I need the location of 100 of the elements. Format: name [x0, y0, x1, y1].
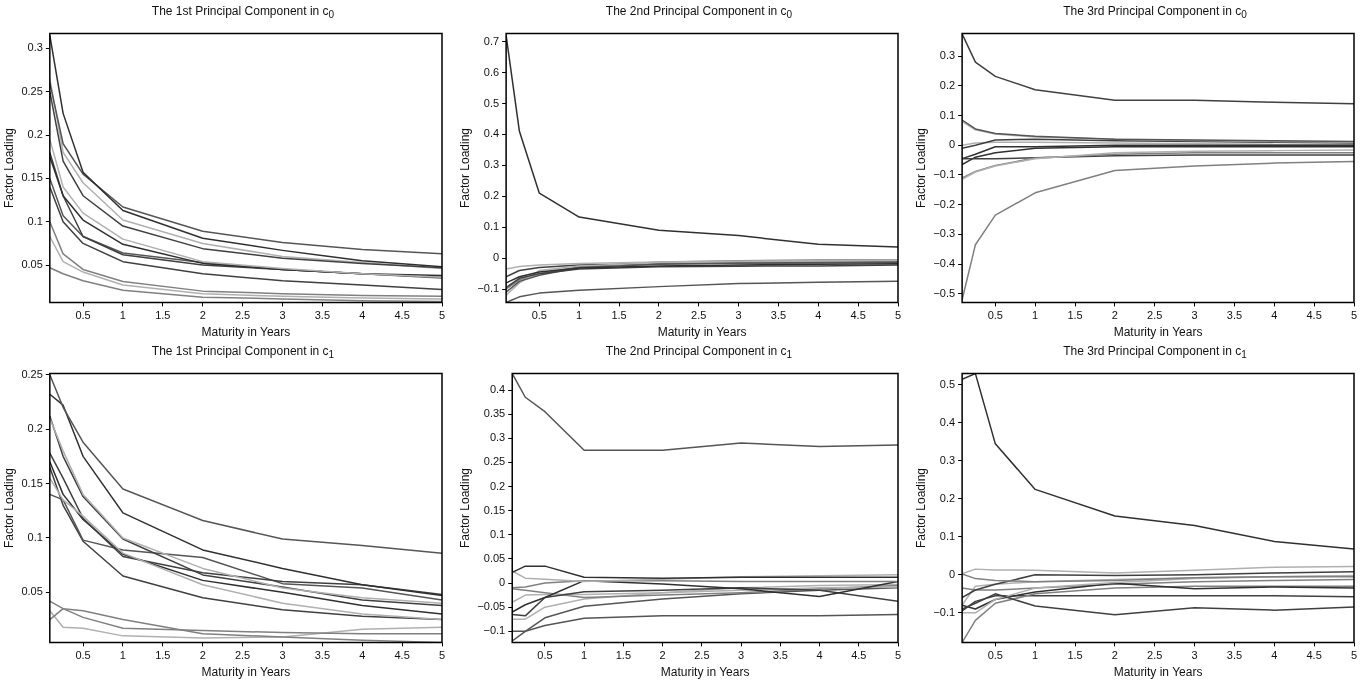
y-tick-label: −0.3 [933, 227, 956, 240]
x-tick-label: 3.5 [770, 309, 787, 322]
x-tick-label: 4.5 [851, 649, 867, 662]
chart-title: The 2nd Principal Component in c$_{1}$ [604, 343, 794, 363]
x-tick-label: 4 [359, 309, 366, 322]
x-axis-title: Maturity in Years [657, 325, 747, 340]
y-tick-label: 0.3 [939, 453, 956, 466]
x-tick-label: 5 [1350, 649, 1358, 662]
x-tick-label: 4.5 [394, 649, 410, 662]
x-tick-label: 4 [359, 649, 366, 662]
chart-title: The 1st Principal Component in c$_{1}$ [150, 343, 336, 363]
y-tick-label: −0.1 [483, 624, 506, 637]
x-tick-label: 2 [1111, 309, 1118, 322]
x-tick-label: 3 [1191, 649, 1198, 662]
x-tick-label: 4 [815, 309, 822, 322]
y-tick-label: 0.3 [939, 49, 956, 62]
x-tick-label: 4.5 [394, 309, 410, 322]
x-axis-title: Maturity in Years [660, 665, 750, 680]
x-tick-label: 0.5 [75, 309, 91, 322]
x-tick-label: 5 [438, 649, 446, 662]
y-tick-label: 0.15 [483, 503, 506, 516]
x-tick-label: 4.5 [1306, 309, 1322, 322]
x-tick-label: 2.5 [234, 649, 251, 662]
y-tick-label: 0.5 [939, 378, 956, 391]
x-tick-label: 1 [576, 309, 583, 322]
x-tick-label: 2 [655, 309, 662, 322]
x-tick-label: 1.5 [1067, 309, 1083, 322]
y-tick-label: 0.2 [27, 128, 43, 141]
y-tick-label: 0.05 [21, 258, 43, 271]
x-tick-label: 2.5 [691, 309, 707, 322]
x-tick-label: 0.5 [75, 649, 91, 662]
x-axis-title: Maturity in Years [1113, 325, 1203, 340]
y-tick-label: 0.7 [483, 34, 500, 47]
x-tick-label: 5 [894, 649, 902, 662]
y-tick-label: 0.5 [483, 96, 500, 109]
y-tick-label: 0.2 [939, 491, 956, 504]
x-tick-label: 2.5 [1147, 309, 1163, 322]
x-tick-label: 2 [659, 649, 666, 662]
y-tick-label: 0.4 [483, 127, 500, 140]
chart-title: The 3rd Principal Component in c$_{1}$ [1062, 343, 1248, 363]
y-tick-label: −0.4 [933, 257, 956, 270]
x-tick-label: 3 [1191, 309, 1198, 322]
x-tick-label: 1 [1032, 649, 1039, 662]
x-tick-label: 5 [438, 309, 446, 322]
x-tick-label: 5 [1350, 309, 1358, 322]
y-tick-label: 0.2 [27, 422, 43, 435]
y-tick-label: 0.3 [483, 158, 500, 171]
y-tick-label: 0.3 [489, 431, 506, 444]
x-tick-label: 3.5 [1226, 309, 1243, 322]
y-tick-label: 0.1 [939, 529, 956, 542]
y-tick-label: 0.1 [489, 527, 506, 540]
y-axis-title: Factor Loading [913, 467, 928, 549]
x-tick-label: 1.5 [1067, 649, 1083, 662]
y-tick-label: 0.25 [21, 84, 43, 97]
x-tick-label: 1.5 [611, 309, 627, 322]
y-tick-label: 0 [948, 567, 956, 580]
y-tick-label: 0.2 [489, 479, 506, 492]
x-tick-label: 3 [738, 649, 745, 662]
x-tick-label: 3 [735, 309, 742, 322]
x-tick-label: 4 [816, 649, 823, 662]
x-tick-label: 3.5 [314, 649, 330, 662]
x-tick-label: 2 [199, 649, 206, 662]
x-tick-label: 4 [1271, 309, 1278, 322]
y-tick-label: 0.35 [483, 407, 506, 420]
y-tick-label: 0.1 [939, 108, 956, 121]
y-tick-label: −0.1 [933, 168, 956, 181]
x-tick-label: 1.5 [155, 309, 171, 322]
y-tick-label: 0.1 [27, 530, 43, 543]
x-tick-label: 2.5 [694, 649, 710, 662]
x-tick-label: 2.5 [1147, 649, 1163, 662]
y-axis-title: Factor Loading [457, 127, 472, 209]
x-tick-label: 1.5 [615, 649, 632, 662]
x-axis-title: Maturity in Years [201, 665, 291, 680]
y-axis-title: Factor Loading [457, 467, 472, 549]
y-tick-label: −0.05 [477, 600, 506, 613]
x-tick-label: 3.5 [1226, 649, 1243, 662]
chart-title: The 2nd Principal Component in c$_{0}$ [604, 3, 794, 23]
y-tick-label: 0.25 [483, 455, 506, 468]
y-axis-title: Factor Loading [1, 127, 16, 209]
x-tick-label: 4.5 [1306, 649, 1322, 662]
y-tick-label: 0.4 [489, 383, 506, 396]
chart-title: The 3rd Principal Component in c$_{0}$ [1062, 3, 1248, 23]
x-axis-title: Maturity in Years [201, 325, 291, 340]
x-tick-label: 0.5 [537, 649, 553, 662]
x-tick-label: 1 [581, 649, 588, 662]
y-tick-label: 0.4 [939, 415, 956, 428]
x-tick-label: 1 [1032, 309, 1039, 322]
x-tick-label: 0.5 [531, 309, 547, 322]
y-tick-label: 0.1 [483, 220, 500, 233]
y-tick-label: 0 [499, 576, 506, 589]
y-tick-label: 0.3 [27, 41, 43, 54]
y-tick-label: 0.15 [21, 171, 43, 184]
y-tick-label: 0.05 [483, 551, 506, 564]
chart-title: The 1st Principal Component in c$_{0}$ [150, 3, 336, 23]
x-tick-label: 3 [279, 309, 286, 322]
x-tick-label: 5 [894, 309, 902, 322]
y-tick-label: 0.2 [939, 78, 956, 91]
y-tick-label: 0.15 [21, 476, 43, 489]
x-tick-label: 2 [1111, 649, 1118, 662]
x-tick-label: 2.5 [234, 309, 251, 322]
